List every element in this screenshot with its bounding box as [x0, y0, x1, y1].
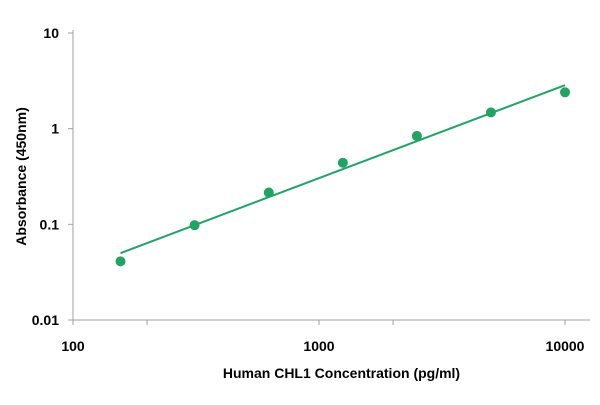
data-point — [337, 157, 348, 168]
data-point — [485, 107, 496, 118]
data-point — [560, 87, 570, 98]
y-tick-label: 10 — [43, 25, 59, 41]
x-tick-label: 100 — [61, 338, 85, 354]
trendline-group — [120, 84, 566, 255]
data-point — [115, 256, 126, 267]
x-tick-label: 1000 — [303, 338, 334, 354]
axes — [72, 30, 590, 321]
x-axis-title: Human CHL1 Concentration (pg/ml) — [223, 365, 460, 381]
y-tick-label: 1 — [51, 121, 59, 137]
x-tick-label: 10000 — [546, 338, 585, 354]
y-tick-label: 0.01 — [32, 312, 59, 328]
data-points — [115, 87, 570, 267]
data-point — [189, 220, 200, 231]
data-point — [411, 130, 422, 141]
y-axis-title: Absorbance (450nm) — [13, 107, 29, 245]
ticks — [68, 32, 566, 325]
trendline — [120, 84, 566, 255]
data-point — [263, 187, 274, 198]
y-tick-label: 0.1 — [40, 216, 60, 232]
